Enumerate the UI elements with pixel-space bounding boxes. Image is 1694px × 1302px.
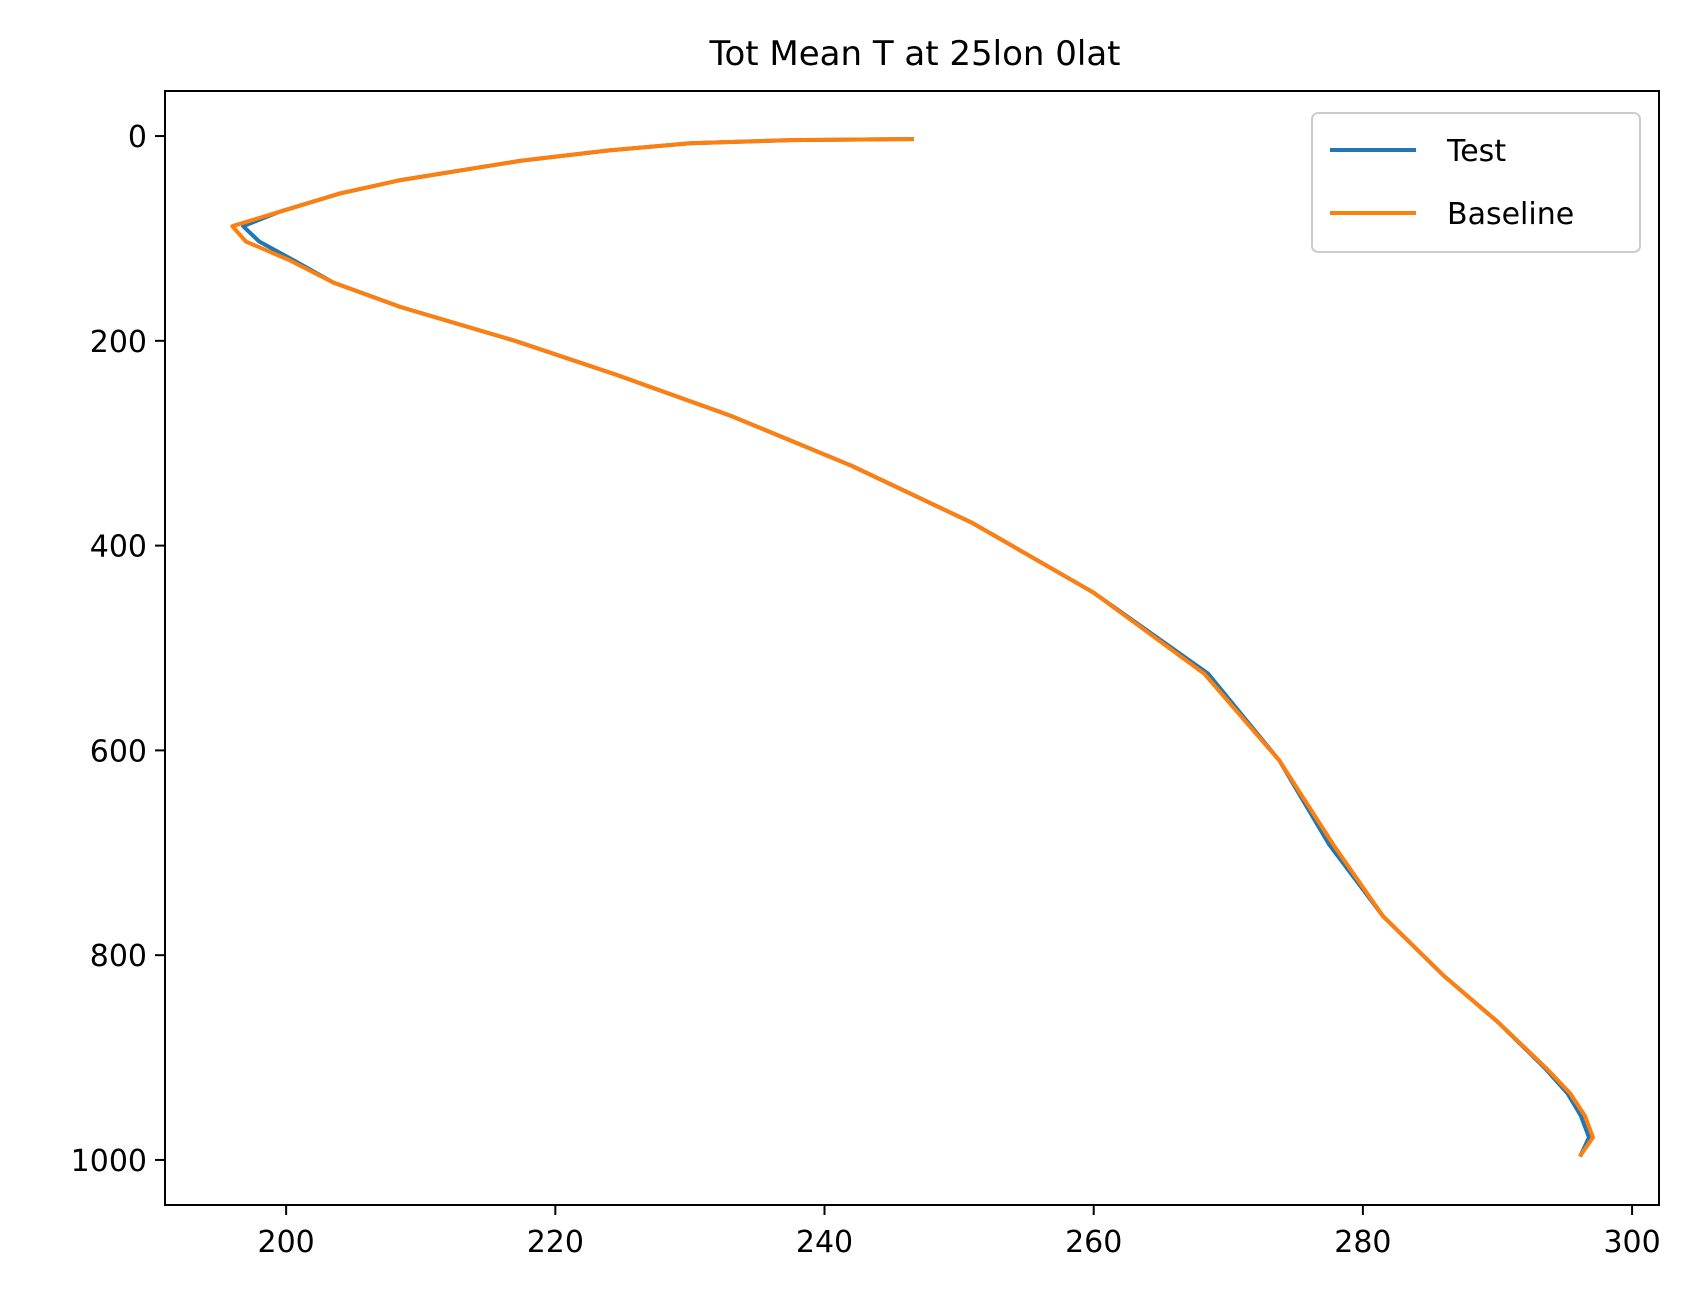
series-layer: [230, 137, 1595, 1158]
legend-label-1: Baseline: [1447, 197, 1574, 232]
x-tick-label-0: 200: [258, 1225, 315, 1260]
y-tick-label-3: 600: [90, 734, 147, 769]
x-tick-label-3: 260: [1065, 1225, 1122, 1260]
y-tick-label-4: 800: [90, 939, 147, 974]
x-axis: 200 220 240 260 280 300: [258, 1205, 1661, 1260]
legend: Test Baseline: [1311, 112, 1641, 253]
series-line-1: [230, 137, 1595, 1158]
x-tick-label-2: 240: [796, 1225, 853, 1260]
y-tick-label-5: 1000: [71, 1144, 147, 1179]
y-tick-label-1: 200: [90, 325, 147, 360]
y-tick-label-0: 0: [128, 120, 147, 155]
x-tick-label-1: 220: [527, 1225, 584, 1260]
x-tick-label-5: 300: [1603, 1225, 1660, 1260]
legend-label-0: Test: [1446, 134, 1506, 169]
x-tick-label-4: 280: [1334, 1225, 1391, 1260]
plot-area-frame: [164, 90, 1660, 1206]
legend-box: [1311, 112, 1641, 253]
chart-title: Tot Mean T at 25lon 0lat: [708, 34, 1120, 74]
y-tick-label-2: 400: [90, 530, 147, 565]
y-axis: 0 200 400 600 800 1000: [71, 120, 165, 1179]
